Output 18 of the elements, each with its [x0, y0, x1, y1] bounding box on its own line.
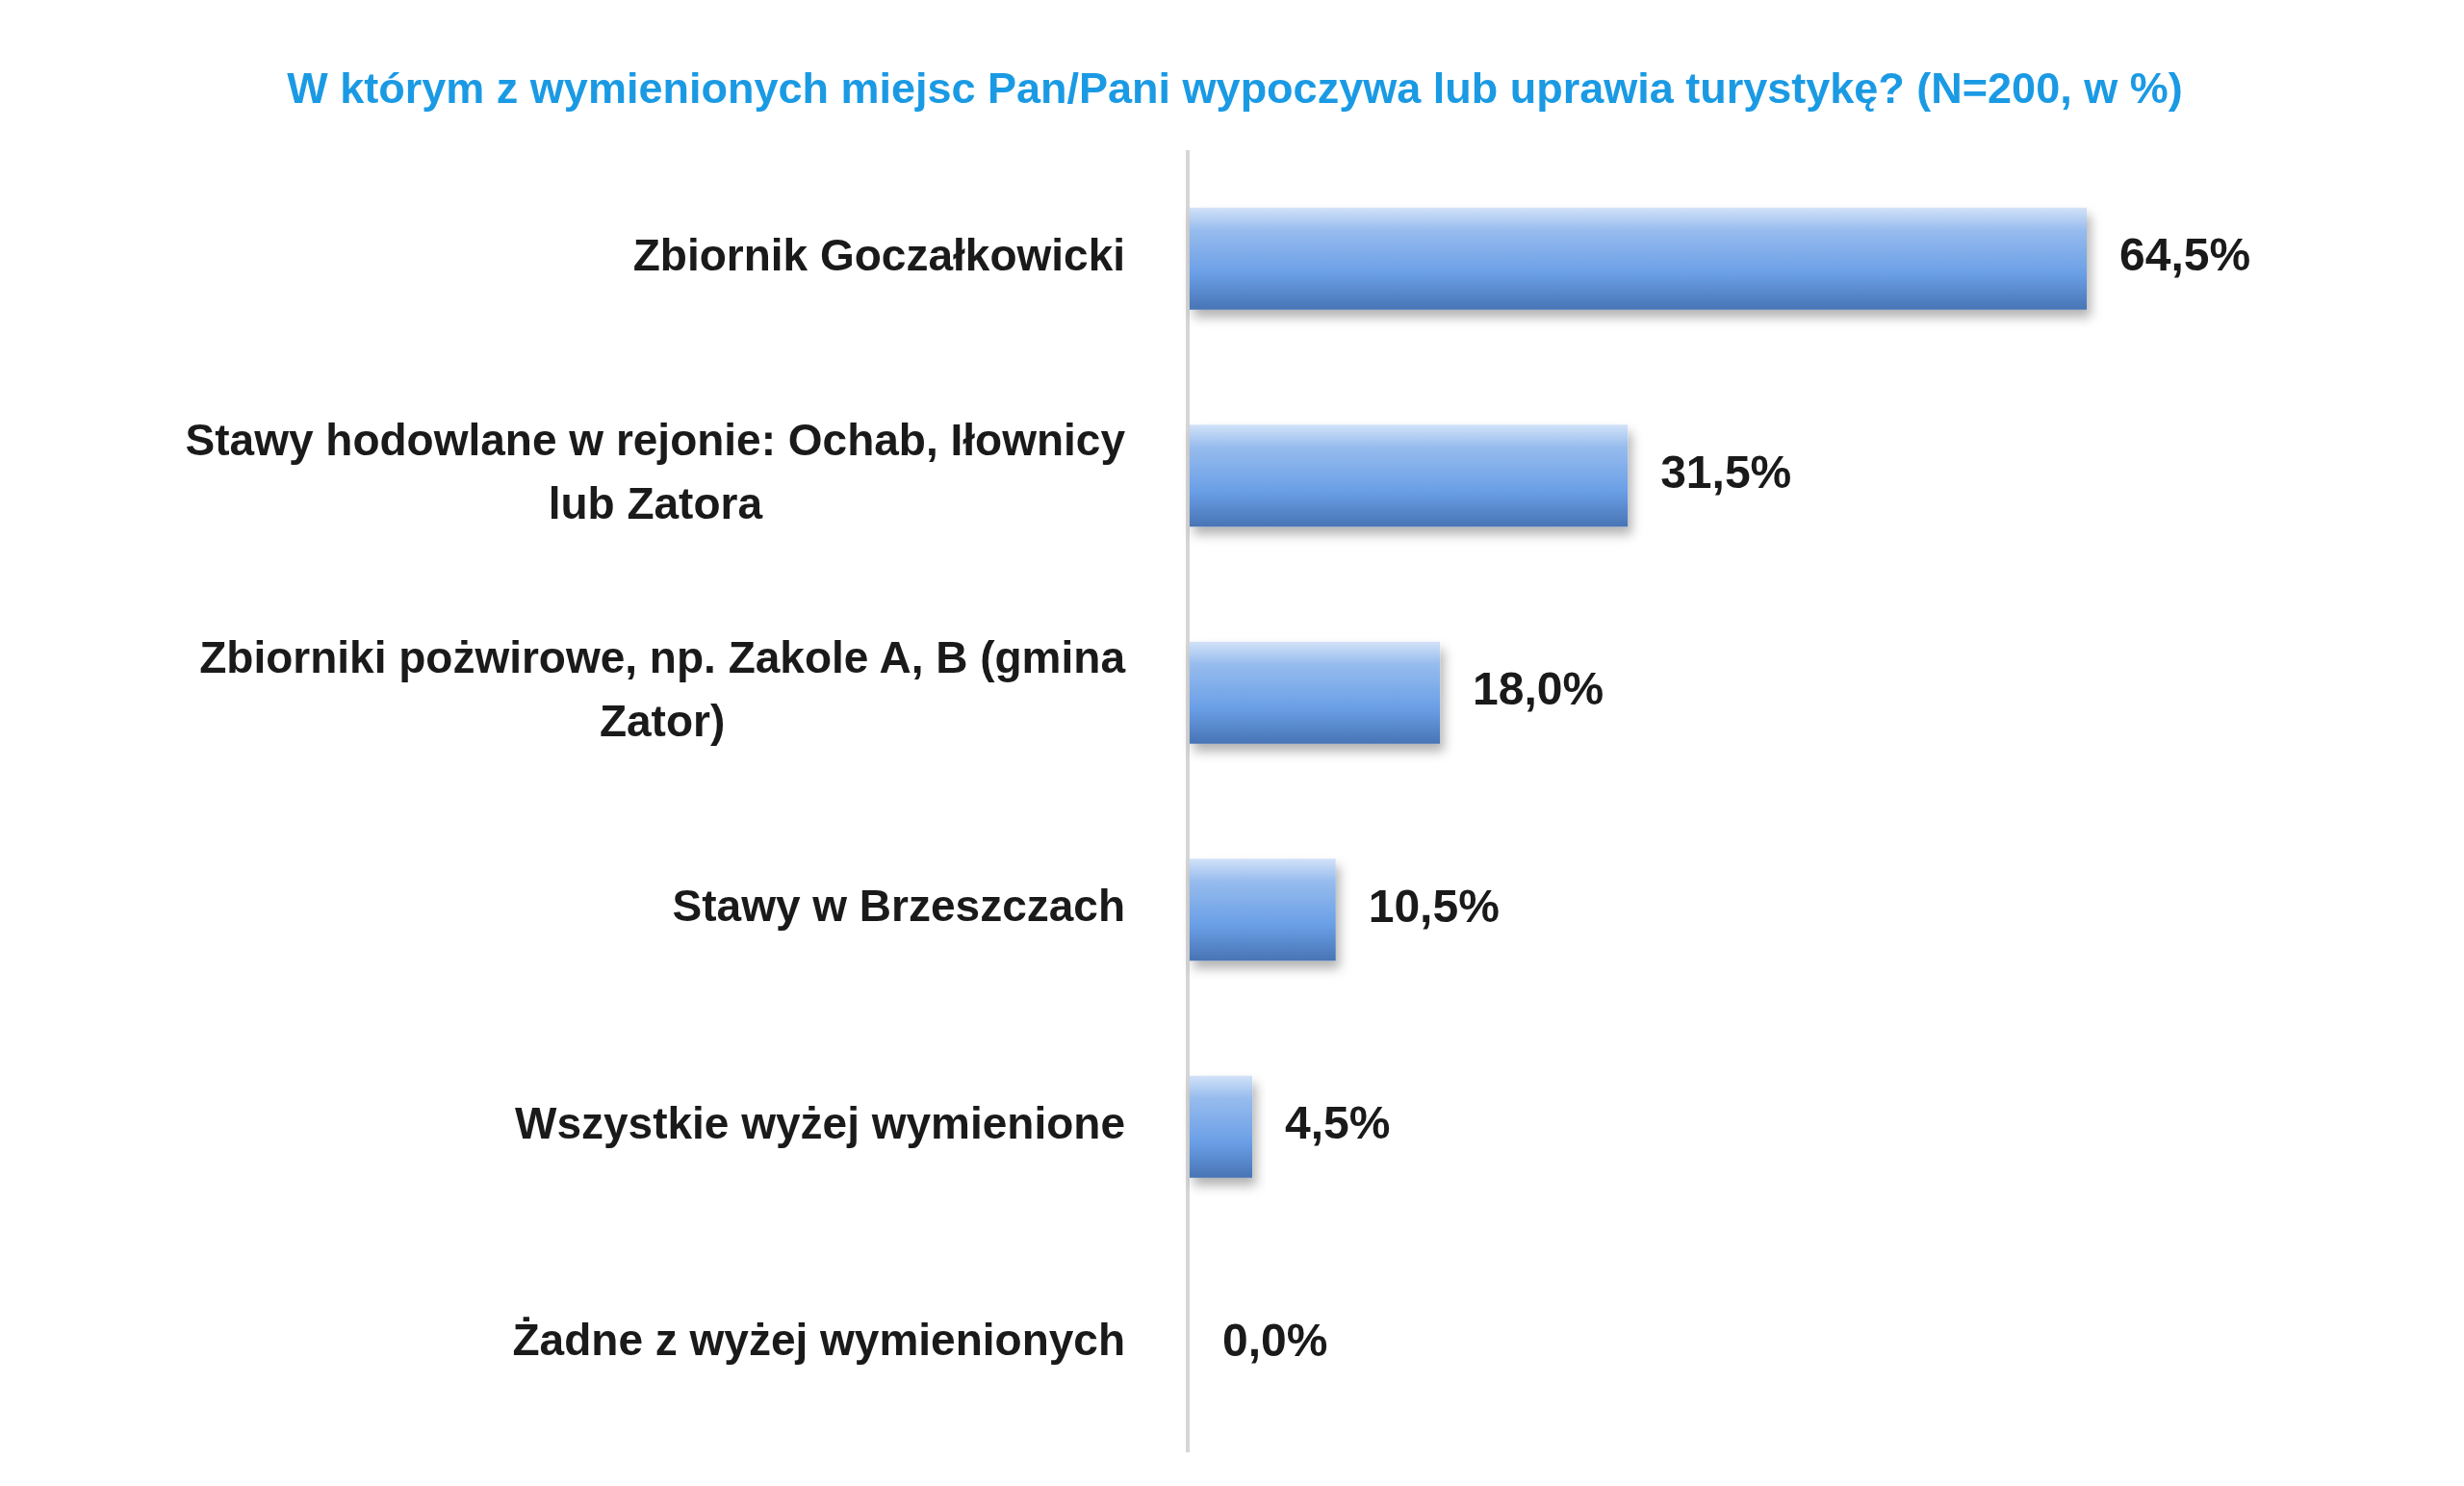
bar — [1190, 1075, 1253, 1178]
y-tick-label: Żadne z wyżej wymienionych — [512, 1315, 1125, 1366]
y-tick-label: Stawy w Brzeszczach — [672, 881, 1125, 932]
y-tick-label: Zbiorniki pożwirowe, np. Zakole A, B (gmina Zator) — [199, 631, 1126, 746]
y-tick-label: Wszystkie wyżej wymienione — [514, 1097, 1125, 1148]
bar — [1190, 207, 2087, 310]
data-label: 4,5% — [1285, 1097, 1391, 1149]
bar — [1190, 641, 1441, 744]
y-tick-label: Zbiornik Goczałkowicki — [632, 229, 1125, 280]
data-label: 10,5% — [1368, 880, 1500, 932]
bar — [1190, 858, 1336, 961]
data-label: 0,0% — [1222, 1314, 1328, 1366]
data-label: 31,5% — [1660, 446, 1792, 498]
bar — [1190, 424, 1629, 527]
y-tick-label: Stawy hodowlane w rejonie: Ochab, Iłownicy lub Zatora — [185, 415, 1126, 529]
data-label: 18,0% — [1473, 663, 1604, 715]
chart-title: W którym z wymienionych miejsc Pan/Pani wypoczywa lub uprawia turystykę? (N=200, w %) — [287, 63, 2183, 113]
data-label: 64,5% — [2119, 229, 2251, 281]
